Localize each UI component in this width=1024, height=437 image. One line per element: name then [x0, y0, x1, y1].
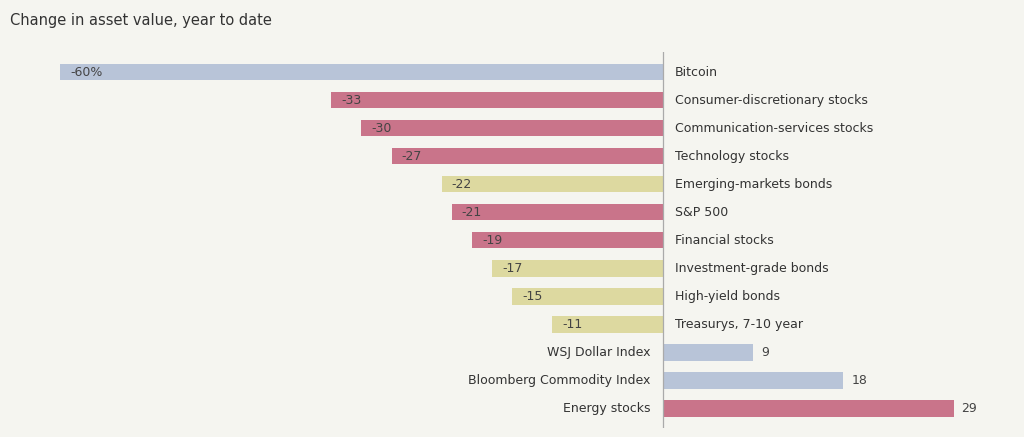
Text: Treasurys, 7-10 year: Treasurys, 7-10 year [675, 318, 803, 331]
Text: Bitcoin: Bitcoin [675, 66, 718, 79]
Text: Technology stocks: Technology stocks [675, 150, 788, 163]
Text: 29: 29 [962, 402, 977, 415]
Text: WSJ Dollar Index: WSJ Dollar Index [547, 346, 650, 359]
Text: Change in asset value, year to date: Change in asset value, year to date [10, 13, 272, 28]
Text: Investment-grade bonds: Investment-grade bonds [675, 262, 828, 275]
Text: High-yield bonds: High-yield bonds [675, 290, 779, 303]
Text: -60%: -60% [71, 66, 102, 79]
Bar [552, 316, 663, 333]
Bar [60, 64, 663, 80]
Text: -33: -33 [341, 94, 361, 107]
Text: Energy stocks: Energy stocks [563, 402, 650, 415]
Text: Bloomberg Commodity Index: Bloomberg Commodity Index [468, 374, 650, 387]
Bar [452, 204, 663, 220]
Bar [663, 400, 953, 417]
Text: Communication-services stocks: Communication-services stocks [675, 121, 872, 135]
Text: -21: -21 [462, 206, 482, 219]
Text: -15: -15 [522, 290, 543, 303]
Text: Consumer-discretionary stocks: Consumer-discretionary stocks [675, 94, 867, 107]
Bar [441, 176, 663, 192]
Text: -17: -17 [502, 262, 522, 275]
Text: -30: -30 [372, 121, 392, 135]
Text: -11: -11 [562, 318, 583, 331]
Text: 9: 9 [761, 346, 769, 359]
Text: Financial stocks: Financial stocks [675, 234, 773, 247]
Bar [472, 232, 663, 249]
Bar [492, 260, 663, 277]
Text: Emerging-markets bonds: Emerging-markets bonds [675, 178, 831, 191]
Bar [332, 92, 663, 108]
Text: -22: -22 [452, 178, 472, 191]
Text: -19: -19 [482, 234, 502, 247]
Text: -27: -27 [401, 150, 422, 163]
Bar [512, 288, 663, 305]
Text: S&P 500: S&P 500 [675, 206, 728, 219]
Text: 18: 18 [851, 374, 867, 387]
Bar [663, 344, 753, 361]
Bar [391, 148, 663, 164]
Bar [663, 372, 843, 389]
Bar [361, 120, 663, 136]
